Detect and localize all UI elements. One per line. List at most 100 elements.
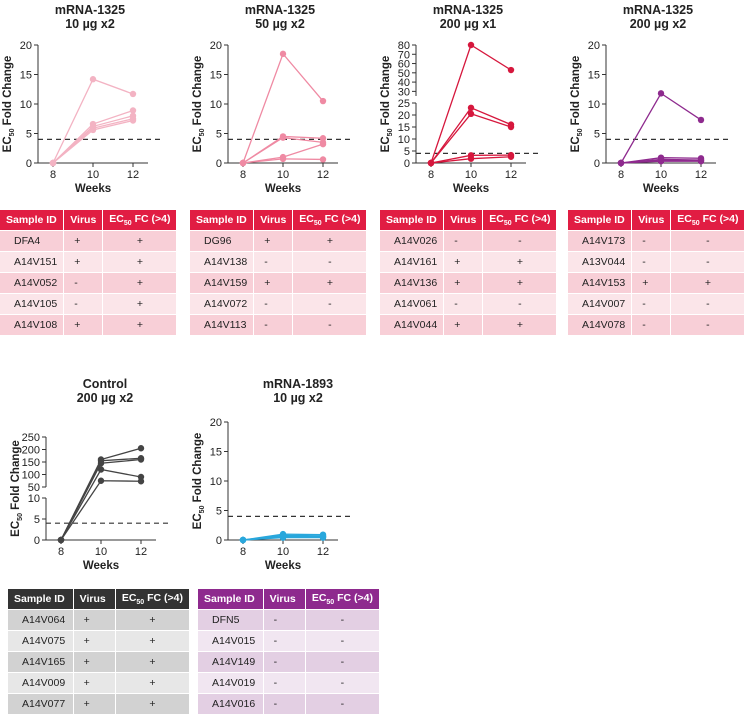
cell-sample-id: DFA4 (0, 230, 65, 251)
x-axis: 8 10 12 (38, 162, 148, 181)
y-tick-label: 20 (20, 40, 32, 52)
table-row: A14V044 + + (380, 314, 558, 335)
y-tick-label: 25 (398, 98, 410, 110)
cell-virus: + (73, 651, 116, 672)
chart-title-line-2: 200 µg x2 (629, 17, 687, 31)
data-point (319, 156, 327, 163)
y-tick-label: 15 (210, 70, 222, 82)
cell-sample-id: DFN5 (198, 609, 264, 630)
table-row: A14V108 + + (0, 314, 178, 335)
y-tick-label: 5 (404, 146, 410, 158)
x-tick-label: 12 (317, 546, 329, 558)
header-sample-id: Sample ID (190, 210, 255, 230)
x-axis: 8 10 12 (228, 162, 338, 181)
x-tick-label: 12 (695, 169, 707, 181)
y-tick-label: 20 (588, 40, 600, 52)
cell-sample-id: DG96 (190, 230, 255, 251)
cell-virus: + (73, 693, 116, 714)
chart-title-line-1: Control (82, 377, 128, 391)
header-sample-id: Sample ID (198, 589, 264, 609)
cell-ec50-fc: + (483, 251, 558, 272)
y-tick-label: 5 (216, 506, 222, 518)
cell-sample-id: A14V108 (0, 314, 65, 335)
header-sample-id: Sample ID (568, 210, 633, 230)
data-point (239, 536, 247, 544)
y-tick-label: 60 (398, 59, 410, 71)
data-point (137, 456, 145, 463)
cell-sample-id: A14V161 (380, 251, 445, 272)
cell-virus: + (64, 251, 104, 272)
cell-ec50-fc: - (305, 693, 380, 714)
table-row: A14V136 + + (380, 272, 558, 293)
header-virus: Virus (263, 589, 306, 609)
y-tick-label: 10 (588, 99, 600, 111)
sample-table: Sample ID Virus EC50 FC (>4) A14V026- - A14V1… (380, 210, 558, 335)
cell-virus: - (263, 651, 306, 672)
x-axis-label: Weeks (265, 560, 301, 572)
header-virus: Virus (64, 210, 104, 230)
chart-title-line-2: 10 µg x2 (273, 391, 323, 405)
table-header-row: Sample ID Virus EC50 FC (>4) (198, 589, 380, 609)
table-row: A14V161 + + (380, 251, 558, 272)
series-2 (49, 107, 137, 167)
cell-virus: - (632, 230, 672, 251)
data-point (467, 110, 475, 118)
y-tick-label: 0 (216, 158, 222, 170)
data-point (657, 90, 665, 97)
header-virus: Virus (254, 210, 294, 230)
sample-table: Sample ID Virus EC50 FC (>4) A14V064 + + A14V0… (8, 589, 190, 714)
fold-change-chart-mrna1325-10ug: 0 5 10 15 20 8 10 12 Weeks EC50 Fold Change (2, 40, 160, 195)
cell-ec50-fc: + (293, 272, 368, 293)
table-row: A14V149- - (198, 651, 380, 672)
y-tick-label: 50 (398, 68, 410, 80)
fold-change-chart-mrna1893: 0 5 10 15 20 8 10 12 Weeks EC50 Fold Change (192, 417, 350, 572)
chart-title-line-2: 50 µg x2 (255, 17, 305, 31)
y-axis: 0 5 10 15 20 (210, 40, 229, 170)
data-point (129, 90, 137, 98)
cell-ec50-fc: - (293, 251, 368, 272)
data-point (319, 97, 327, 105)
cell-sample-id: A14V077 (8, 693, 74, 714)
table-row: A14V052- + (0, 272, 178, 293)
cell-ec50-fc: - (671, 314, 746, 335)
x-tick-label: 12 (505, 169, 517, 181)
cell-ec50-fc: + (483, 314, 558, 335)
cell-sample-id: A14V072 (190, 293, 255, 314)
chart-title-line-1: mRNA-1325 (622, 3, 694, 17)
data-point (239, 159, 247, 167)
x-axis-label: Weeks (265, 183, 301, 195)
sample-table: Sample ID Virus EC50 FC (>4) DG96 + + A14V138-… (190, 210, 368, 335)
series-line (242, 52, 324, 164)
chart-title-line-2: 200 µg x2 (76, 391, 134, 405)
y-tick-label: 5 (26, 129, 32, 141)
chart-title: mRNA-1325 200 µg x1 (388, 3, 548, 31)
data-point (617, 159, 625, 167)
table-row: A14V113- - (190, 314, 368, 335)
cell-ec50-fc: - (671, 230, 746, 251)
cell-ec50-fc: + (103, 230, 178, 251)
cell-sample-id: A14V151 (0, 251, 65, 272)
cell-virus: - (64, 272, 104, 293)
data-point (97, 466, 105, 473)
cell-ec50-fc: - (293, 293, 368, 314)
header-ec50-fc: EC50 FC (>4) (305, 589, 380, 609)
cell-virus: - (263, 630, 306, 651)
header-ec50-fc: EC50 FC (>4) (103, 210, 178, 230)
cell-sample-id: A14V159 (190, 272, 255, 293)
cell-virus: - (632, 293, 672, 314)
table-row: A14V075 + + (8, 630, 190, 651)
table-row: A14V007- - (568, 293, 746, 314)
y-tick-label: 5 (34, 514, 40, 526)
y-tick-label: 0 (26, 158, 32, 170)
cell-ec50-fc: + (483, 272, 558, 293)
data-point (97, 477, 105, 484)
cell-virus: - (263, 672, 306, 693)
y-tick-label: 30 (398, 86, 410, 98)
table-row: A14V009 + + (8, 672, 190, 693)
table-row: A14V165 + + (8, 651, 190, 672)
y-tick-label: 20 (398, 110, 410, 122)
y-tick-label: 20 (210, 40, 222, 52)
x-tick-label: 12 (317, 169, 329, 181)
